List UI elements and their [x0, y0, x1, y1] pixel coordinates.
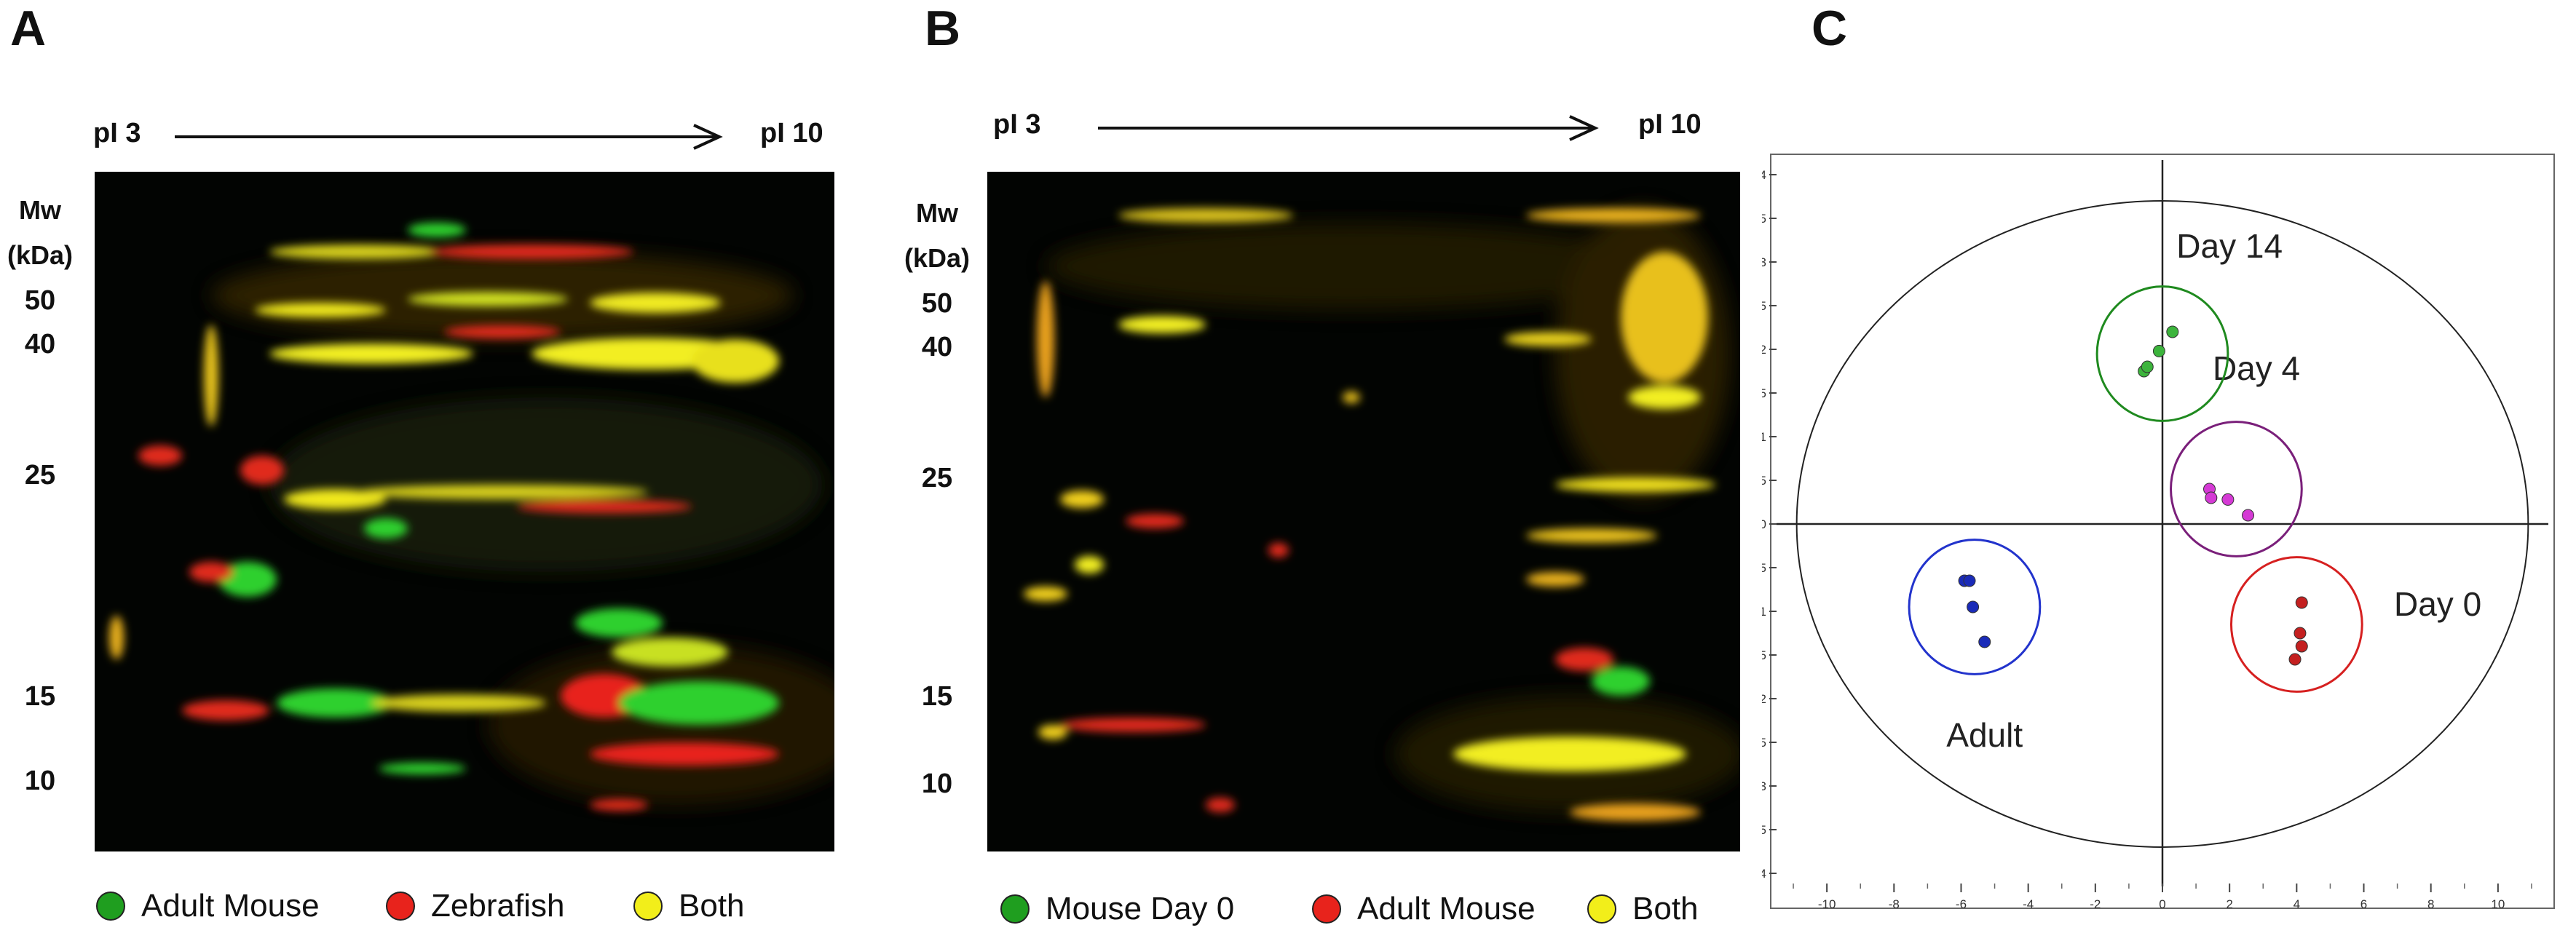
data-point-day-14 — [2152, 344, 2165, 357]
panel-letter-b: B — [925, 1, 961, 56]
pi-left-label-b: pI 3 — [993, 109, 1041, 140]
group-label-adult: Adult — [1946, 716, 2023, 754]
legend-item-a-1: Zebrafish — [386, 888, 564, 924]
legend-item-a-2: Both — [633, 888, 745, 924]
mw-tick-b-40: 40 — [921, 332, 953, 362]
legend-item-b-1: Adult Mouse — [1312, 891, 1536, 927]
x-tick-label: 6 — [2360, 897, 2367, 911]
data-point-adult — [1978, 635, 1991, 648]
group-circle-day-0 — [2229, 556, 2363, 693]
mw-tick-b-25: 25 — [921, 463, 953, 493]
data-point-day-0 — [2295, 640, 2308, 653]
legend-item-b-0: Mouse Day 0 — [1000, 891, 1234, 927]
data-point-day-14 — [2166, 325, 2179, 338]
legend-item-b-2: Both — [1587, 891, 1699, 927]
x-tick-label: 4 — [2293, 897, 2300, 911]
y-tick-label: -3.5 — [1762, 823, 1766, 837]
pi-arrow-a — [175, 124, 723, 150]
mw-tick-a-15: 15 — [24, 681, 56, 712]
pi-left-label-a: pI 3 — [93, 118, 141, 148]
y-tick-label: 4 — [1762, 168, 1766, 182]
x-tick-label: -4 — [2023, 897, 2034, 911]
group-circle-adult — [1908, 539, 2042, 675]
group-label-day-14: Day 14 — [2176, 227, 2283, 265]
data-point-adult — [1967, 600, 1980, 614]
pi-arrow-b — [1098, 115, 1599, 141]
x-tick-label: 8 — [2427, 897, 2434, 911]
mw-tick-a-50: 50 — [24, 285, 56, 316]
legend-marker-a-1 — [386, 892, 415, 921]
legend-label-b-0: Mouse Day 0 — [1046, 891, 1235, 926]
data-point-day-14 — [2141, 360, 2154, 373]
mw-tick-a-40: 40 — [24, 329, 56, 360]
legend-marker-b-2 — [1587, 894, 1616, 924]
x-tick-label: -6 — [1956, 897, 1967, 911]
x-tick-label: 2 — [2226, 897, 2232, 911]
y-tick-label: 0 — [1762, 517, 1766, 531]
legend-marker-b-0 — [1000, 894, 1030, 924]
kda-label-a: (kDa) — [7, 240, 74, 270]
panel-letter-c: C — [1812, 1, 1848, 56]
y-tick-label: -0.5 — [1762, 561, 1766, 575]
gel-image-b — [987, 172, 1740, 851]
y-tick-label: 2 — [1762, 343, 1766, 357]
legend-label-a-0: Adult Mouse — [141, 888, 320, 924]
legend-label-a-2: Both — [679, 888, 745, 924]
data-point-day-4 — [2242, 509, 2255, 522]
y-tick-label: 0.5 — [1762, 474, 1766, 488]
legend-label-b-2: Both — [1632, 891, 1699, 926]
data-point-day-0 — [2295, 596, 2308, 609]
x-tick-label: 10 — [2491, 897, 2505, 911]
y-tick-label: -4 — [1762, 867, 1766, 881]
group-circle-day-4 — [2170, 421, 2303, 557]
mw-label-b: Mw — [916, 198, 958, 228]
legend-label-a-1: Zebrafish — [431, 888, 565, 924]
kda-label-b: (kDa) — [904, 243, 971, 273]
mw-tick-a-25: 25 — [24, 460, 56, 491]
data-point-adult — [1963, 574, 1976, 587]
gel-image-a — [95, 172, 834, 851]
gel-spots-b — [1024, 208, 1740, 821]
y-tick-label: 1 — [1762, 430, 1766, 444]
x-tick-label: -10 — [1818, 897, 1836, 911]
legend-marker-a-0 — [96, 892, 125, 921]
y-tick-label: -2.5 — [1762, 736, 1766, 750]
x-tick-label: -2 — [2090, 897, 2101, 911]
y-tick-label: 3 — [1762, 255, 1766, 269]
pi-right-label-b: pI 10 — [1638, 109, 1702, 140]
gel-spots-a — [109, 223, 834, 811]
panel-letter-a: A — [10, 1, 47, 56]
legend-label-b-1: Adult Mouse — [1357, 891, 1536, 926]
data-point-day-0 — [2293, 627, 2307, 640]
legend-item-a-0: Adult Mouse — [96, 888, 320, 924]
y-tick-label: -2 — [1762, 692, 1766, 706]
x-tick-label: -8 — [1889, 897, 1900, 911]
pca-chart: -10-8-6-4-20246810-4-3.5-3-2.5-2-1.5-1-0… — [1762, 154, 2555, 917]
group-label-day-0: Day 0 — [2394, 585, 2481, 623]
mw-tick-b-50: 50 — [921, 288, 953, 319]
pi-right-label-a: pI 10 — [760, 118, 823, 148]
mw-tick-b-15: 15 — [921, 681, 953, 712]
pca-plot-layer: -10-8-6-4-20246810-4-3.5-3-2.5-2-1.5-1-0… — [1762, 160, 2548, 917]
y-tick-label: 3.5 — [1762, 212, 1766, 226]
x-tick-label: 0 — [2159, 897, 2165, 911]
legend-marker-b-1 — [1312, 894, 1341, 924]
data-point-day-0 — [2288, 653, 2302, 666]
y-tick-label: -3 — [1762, 779, 1766, 793]
y-tick-label: 1.5 — [1762, 386, 1766, 400]
mw-tick-b-10: 10 — [921, 769, 953, 799]
y-tick-label: -1 — [1762, 605, 1766, 619]
group-circle-day-14 — [2095, 285, 2229, 422]
mw-tick-a-10: 10 — [24, 766, 56, 796]
y-tick-label: -1.5 — [1762, 648, 1766, 662]
data-point-day-4 — [2205, 491, 2218, 504]
x-axis-label: PC1 — [2150, 916, 2174, 917]
data-point-day-4 — [2221, 493, 2235, 506]
mw-label-a: Mw — [19, 195, 61, 225]
y-tick-label: 2.5 — [1762, 299, 1766, 313]
legend-marker-a-2 — [633, 892, 663, 921]
